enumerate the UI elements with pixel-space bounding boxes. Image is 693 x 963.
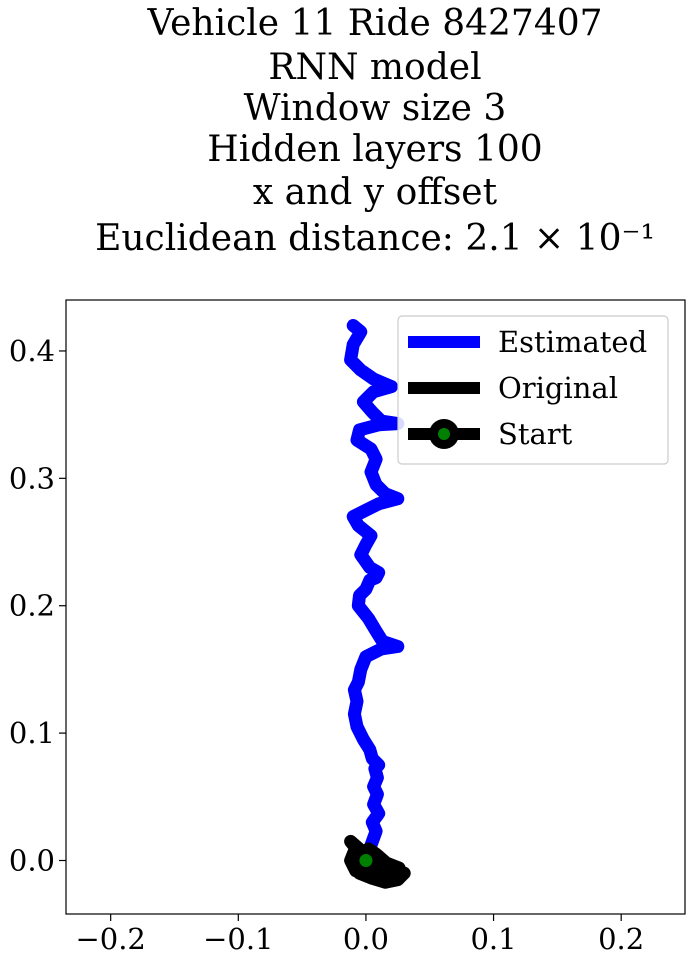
x-tick-label: 0.0 (343, 922, 389, 956)
title-line-4: Hidden layers 100 (207, 129, 542, 170)
series-line-estimated (344, 319, 405, 867)
title-line-1: Vehicle 11 Ride 8427407 (146, 3, 602, 44)
legend-label-original: Original (498, 371, 618, 405)
y-tick-label: 0.0 (9, 843, 55, 877)
x-tick-label: 0.2 (598, 922, 644, 956)
series-layer (344, 319, 411, 889)
legend-box (397, 315, 669, 465)
y-axis: 0.0 0.1 0.2 0.3 0.4 (9, 334, 66, 877)
title-line-6: Euclidean distance: 2.1 × 10⁻¹ (95, 218, 655, 259)
legend: Estimated Original Start (397, 315, 669, 465)
series-line-original (344, 834, 411, 889)
title-line-2: RNN model (268, 47, 481, 88)
x-axis: −0.2 −0.1 0.0 0.1 0.2 (75, 914, 644, 956)
start-marker (359, 853, 373, 867)
x-tick-label: −0.1 (203, 922, 273, 956)
title-line-3: Window size 3 (244, 88, 507, 129)
x-tick-label: −0.2 (75, 922, 145, 956)
title-line-5: x and y offset (253, 172, 498, 213)
legend-start-marker-fill (438, 428, 450, 440)
y-tick-label: 0.2 (9, 589, 55, 623)
y-tick-label: 0.3 (9, 461, 55, 495)
x-tick-label: 0.1 (470, 922, 516, 956)
y-tick-label: 0.1 (9, 716, 55, 750)
legend-label-start: Start (498, 417, 573, 451)
y-tick-label: 0.4 (9, 334, 55, 368)
legend-label-estimated: Estimated (498, 325, 647, 359)
